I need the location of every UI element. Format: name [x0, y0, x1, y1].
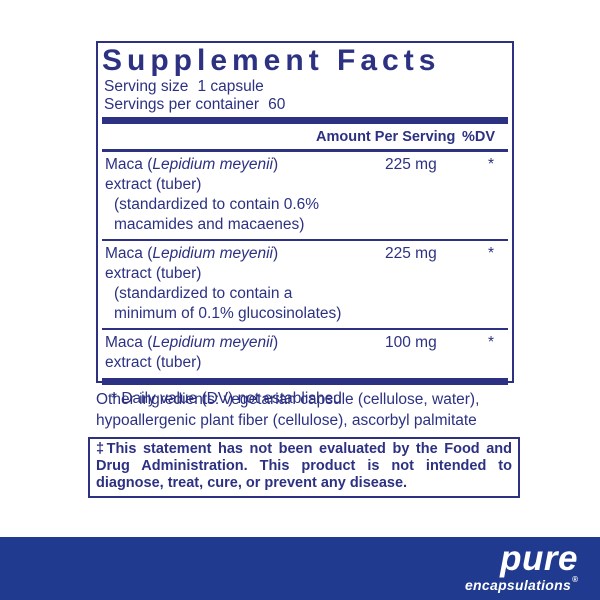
brand-subname: encapsulations: [464, 577, 572, 593]
dv-footnote: * Daily value (DV) not established: [111, 390, 342, 407]
ingredient-amount: 225 mg: [385, 245, 437, 262]
ingredient-row-3: Maca (Lepidium meyenii) extract (tuber) …: [98, 330, 512, 375]
divider-under-header: [102, 149, 508, 152]
brand-name: pure: [500, 539, 578, 578]
ingredient-dv: *: [487, 334, 494, 351]
ingredient-name-line2: extract (tuber): [105, 354, 202, 371]
column-header-amount: Amount Per Serving: [316, 129, 456, 145]
ingredient-name-line2: extract (tuber): [105, 265, 202, 282]
other-ingredients: Other ingredients: vegetarian capsule (c…: [96, 389, 526, 431]
other-ingredients-line1: Other ingredients: vegetarian capsule (c…: [96, 391, 480, 408]
divider-thick-bottom: [102, 378, 508, 385]
servings-per-container-line: Servings per container 60: [104, 96, 512, 114]
serving-size-label: Serving size: [104, 78, 189, 95]
ingredient-amount: 225 mg: [385, 156, 437, 173]
fda-disclaimer-text: ‡This statement has not been evaluated b…: [96, 441, 512, 491]
ingredient-name: Maca (Lepidium meyenii): [105, 156, 279, 173]
ingredient-detail: macamides and macaenes): [114, 216, 305, 233]
ingredient-detail: minimum of 0.1% glucosinolates): [114, 305, 342, 322]
ingredient-dv: *: [487, 156, 494, 173]
row-divider: [102, 239, 508, 241]
row-divider: [102, 328, 508, 330]
divider-thick-top: [102, 117, 508, 124]
fda-disclaimer-box: ‡This statement has not been evaluated b…: [88, 437, 520, 498]
column-header-row: Amount Per Serving %DV: [98, 124, 512, 149]
brand-logo: pure encapsulations®: [464, 539, 578, 595]
registered-trademark-icon: ®: [572, 575, 578, 584]
ingredient-name-line2: extract (tuber): [105, 176, 202, 193]
column-header-dv: %DV: [461, 129, 495, 145]
brand-band: pure encapsulations®: [0, 537, 600, 600]
ingredient-name: Maca (Lepidium meyenii): [105, 245, 279, 262]
supplement-facts-panel: Supplement Facts Serving size 1 capsule S…: [96, 41, 514, 407]
ingredient-amount: 100 mg: [385, 334, 437, 351]
ingredient-detail: (standardized to contain 0.6%: [114, 196, 320, 213]
servings-value: 60: [268, 96, 286, 113]
serving-size-value: 1 capsule: [197, 78, 264, 95]
ingredient-dv: *: [487, 245, 494, 262]
serving-size-line: Serving size 1 capsule: [104, 78, 512, 96]
servings-label: Servings per container: [104, 96, 260, 113]
ingredient-detail: (standardized to contain a: [114, 285, 293, 302]
ingredient-row-2: Maca (Lepidium meyenii) extract (tuber) …: [98, 241, 512, 328]
ingredient-name: Maca (Lepidium meyenii): [105, 334, 279, 351]
other-ingredients-line2: hypoallergenic plant fiber (cellulose), …: [96, 412, 477, 429]
ingredient-row-1: Maca (Lepidium meyenii) extract (tuber) …: [98, 152, 512, 239]
panel-title: Supplement Facts: [102, 44, 441, 77]
